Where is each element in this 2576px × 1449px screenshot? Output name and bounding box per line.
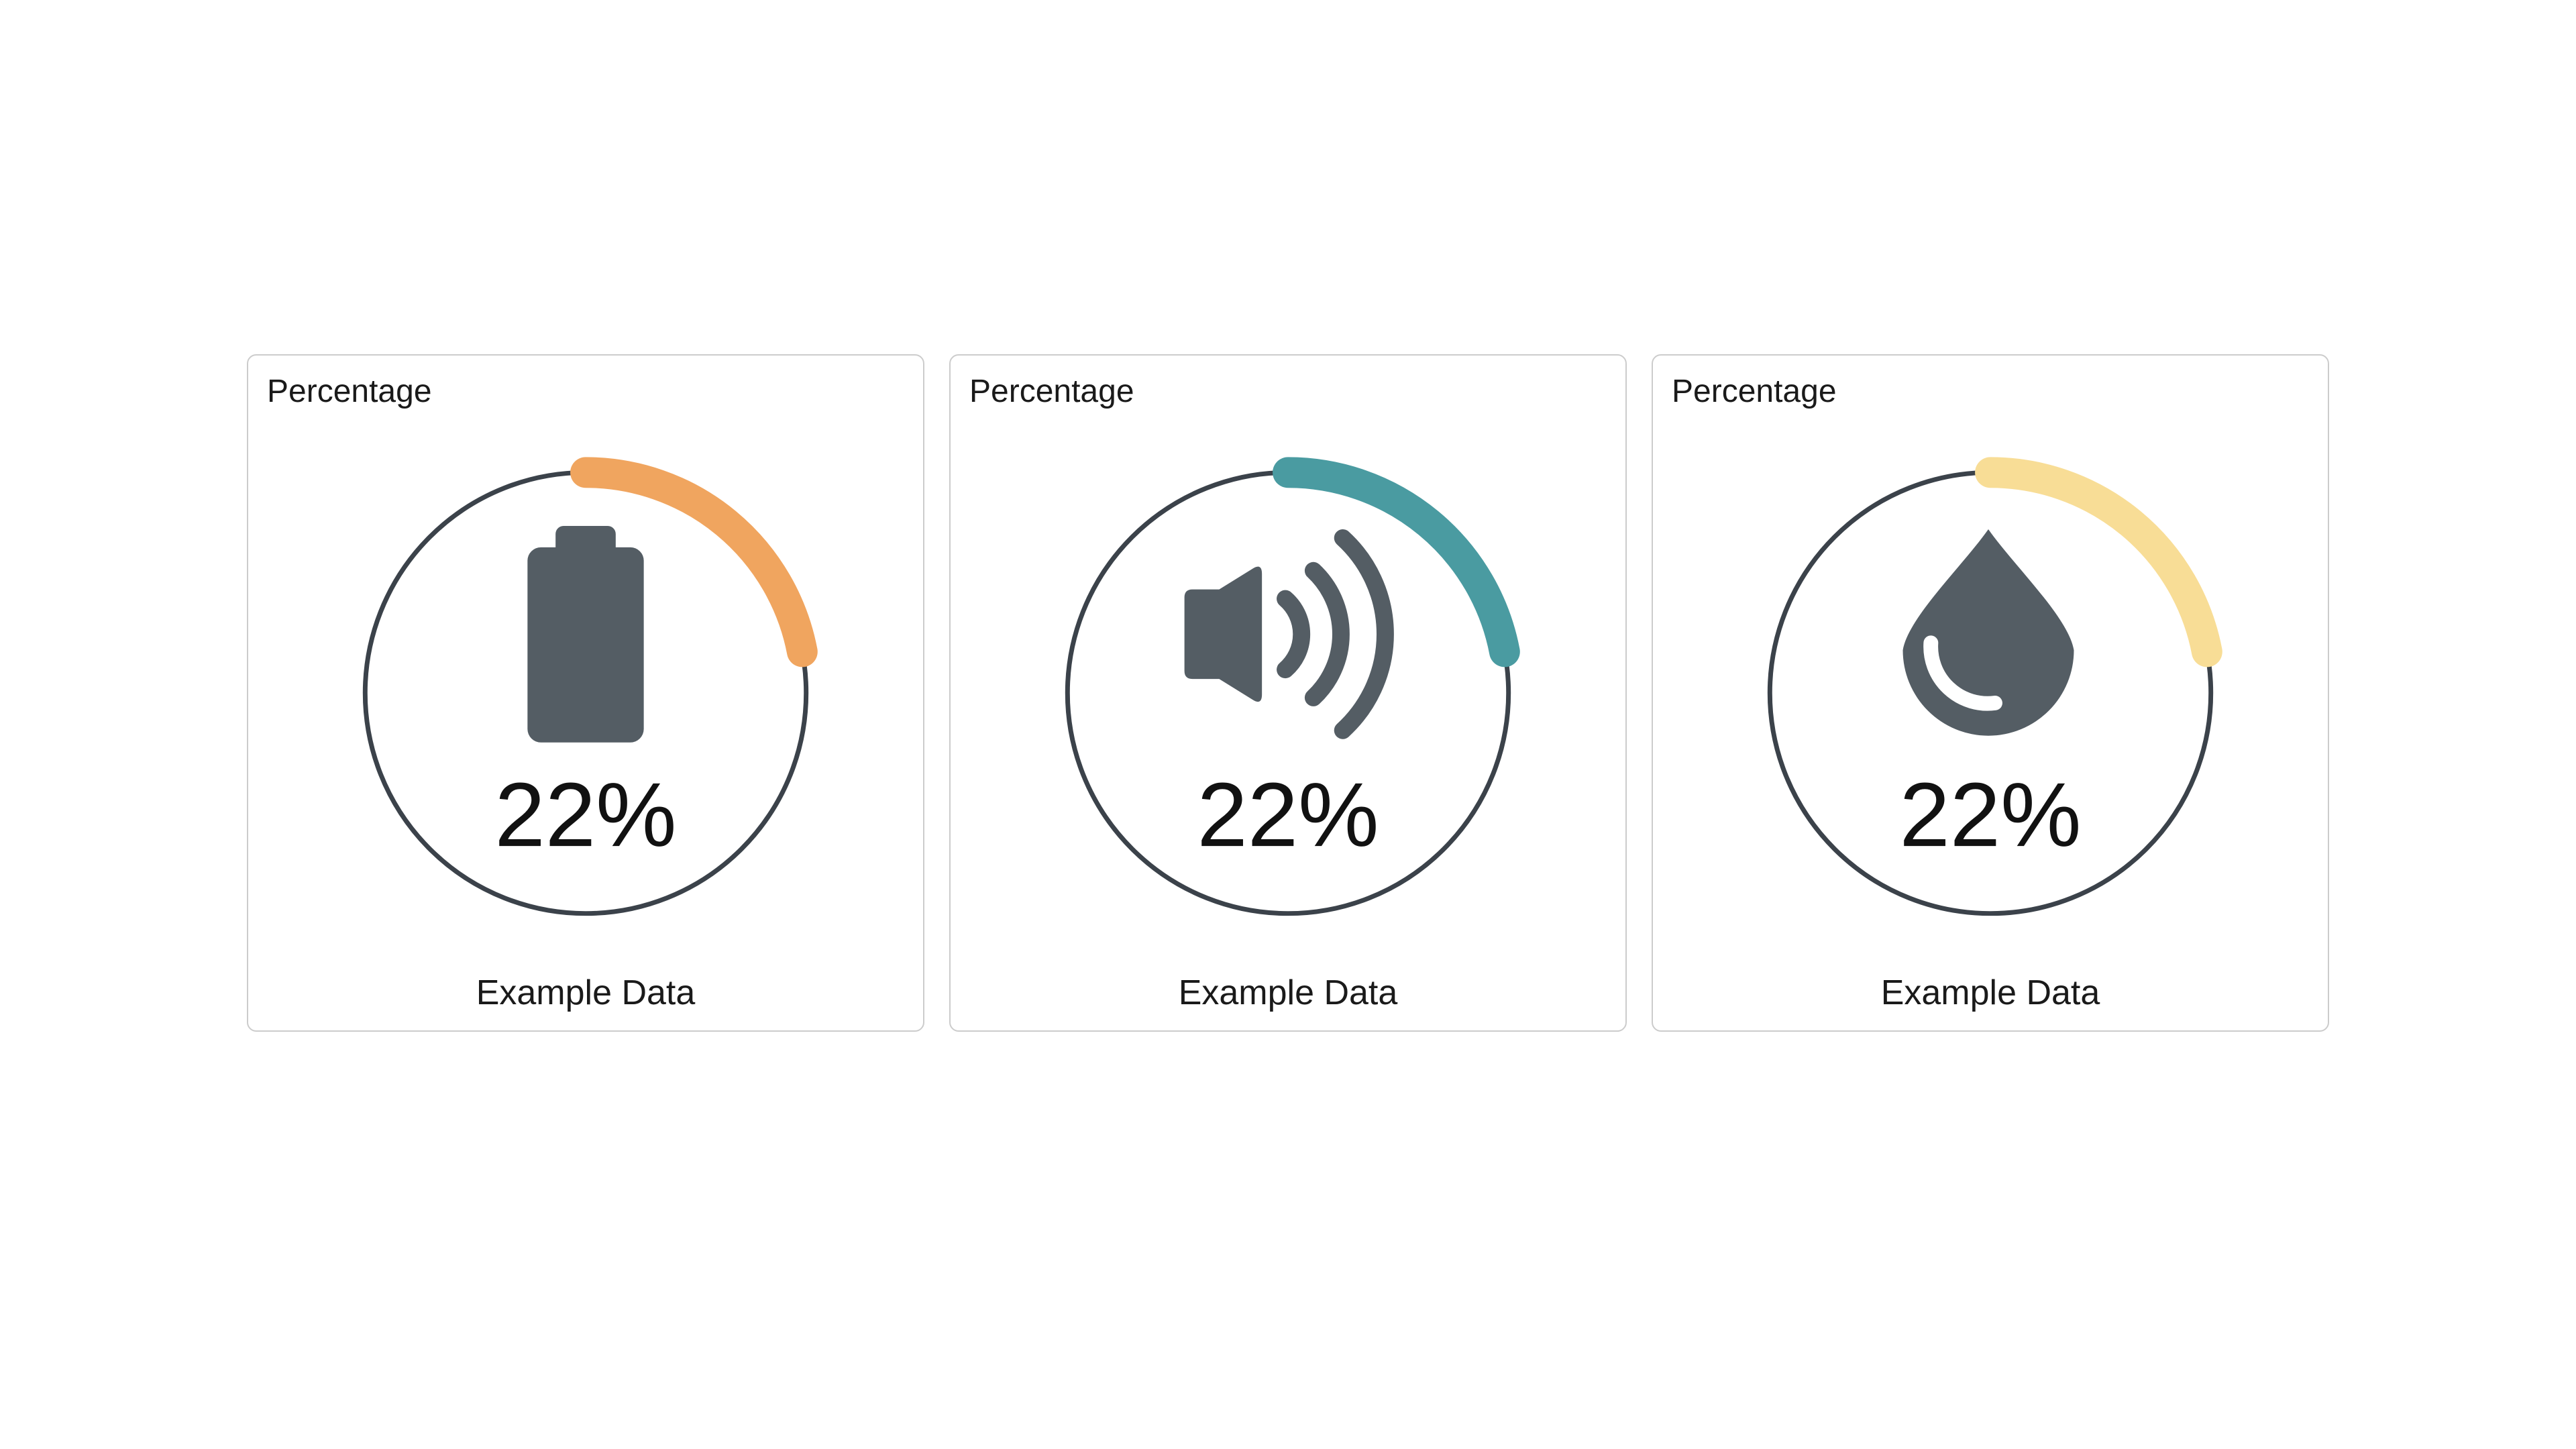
card-caption: Example Data <box>1880 973 2100 1012</box>
card-title: Percentage <box>1672 374 1837 409</box>
card-title: Percentage <box>969 374 1134 409</box>
gauge-card-battery: Percentage 22% Example Data <box>247 354 924 1032</box>
gauge-value: 22% <box>1197 763 1379 865</box>
volume-icon <box>1184 529 1394 739</box>
droplet-icon <box>1902 529 2074 736</box>
card-caption: Example Data <box>1178 973 1398 1012</box>
gauge-value: 22% <box>1899 763 2081 865</box>
battery-icon <box>527 525 644 743</box>
card-caption: Example Data <box>476 973 696 1012</box>
gauge-progress-arc <box>1754 457 2226 929</box>
gauge-card-droplet: Percentage 22% Example Data <box>1652 354 2329 1032</box>
sound-waves <box>1277 529 1394 739</box>
gauge-progress-arc <box>1052 457 1524 929</box>
radial-gauge: 22% <box>350 457 822 929</box>
gauge-progress-arc <box>350 457 822 929</box>
radial-gauge: 22% <box>1754 457 2226 929</box>
speaker-body <box>1184 566 1263 702</box>
gauge-card-volume: Percentage 22% Example Data <box>949 354 1627 1032</box>
droplet-highlight <box>1923 635 2002 711</box>
gauge-value: 22% <box>494 763 676 865</box>
radial-gauge: 22% <box>1052 457 1524 929</box>
card-title: Percentage <box>267 374 432 409</box>
gauge-cards-row: Percentage 22% Example Data Percentage <box>0 354 2576 1032</box>
